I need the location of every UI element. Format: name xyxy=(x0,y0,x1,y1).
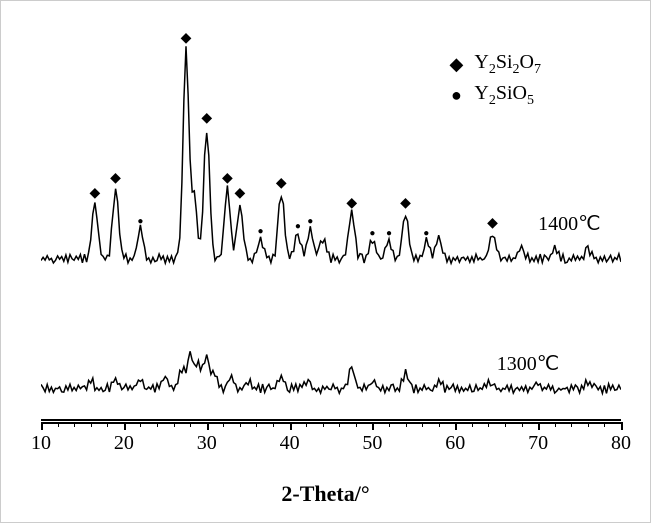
x-tick-label: 20 xyxy=(114,432,134,455)
diamond-icon: ◆ xyxy=(89,185,100,202)
circle-icon: ● xyxy=(258,226,264,237)
x-tick-label: 70 xyxy=(528,432,548,455)
circle-icon: ● xyxy=(423,228,429,239)
series-label-1300: 1300℃ xyxy=(497,351,559,376)
diamond-icon: ◆ xyxy=(222,170,233,187)
series-label-1400: 1400℃ xyxy=(538,211,600,236)
diamond-icon: ◆ xyxy=(487,215,498,232)
diamond-icon: ◆ xyxy=(346,195,357,212)
diamond-icon: ◆ xyxy=(181,30,192,47)
circle-icon: ● xyxy=(386,228,392,239)
x-tick-label: 30 xyxy=(197,432,217,455)
circle-icon: ● xyxy=(307,216,313,227)
circle-icon: ● xyxy=(295,221,301,232)
x-axis: 1020304050607080 xyxy=(41,422,621,462)
x-axis-label: 2-Theta/° xyxy=(281,481,369,507)
xrd-chart: ◆ Y2Si2O7 ● Y2SiO5 ◆◆●◆◆◆◆●◆●●◆●●◆●◆ 140… xyxy=(0,0,651,523)
x-tick-label: 60 xyxy=(445,432,465,455)
circle-icon: ● xyxy=(369,228,375,239)
plot-area: ◆ Y2Si2O7 ● Y2SiO5 ◆◆●◆◆◆◆●◆●●◆●●◆●◆ 140… xyxy=(41,21,621,421)
x-tick-label: 40 xyxy=(280,432,300,455)
circle-icon: ● xyxy=(137,216,143,227)
diamond-icon: ◆ xyxy=(400,195,411,212)
diamond-icon: ◆ xyxy=(201,110,212,127)
x-tick-label: 10 xyxy=(31,432,51,455)
diamond-icon: ◆ xyxy=(276,175,287,192)
x-tick-label: 80 xyxy=(611,432,631,455)
x-tick-label: 50 xyxy=(362,432,382,455)
diamond-icon: ◆ xyxy=(110,170,121,187)
diamond-icon: ◆ xyxy=(234,185,245,202)
